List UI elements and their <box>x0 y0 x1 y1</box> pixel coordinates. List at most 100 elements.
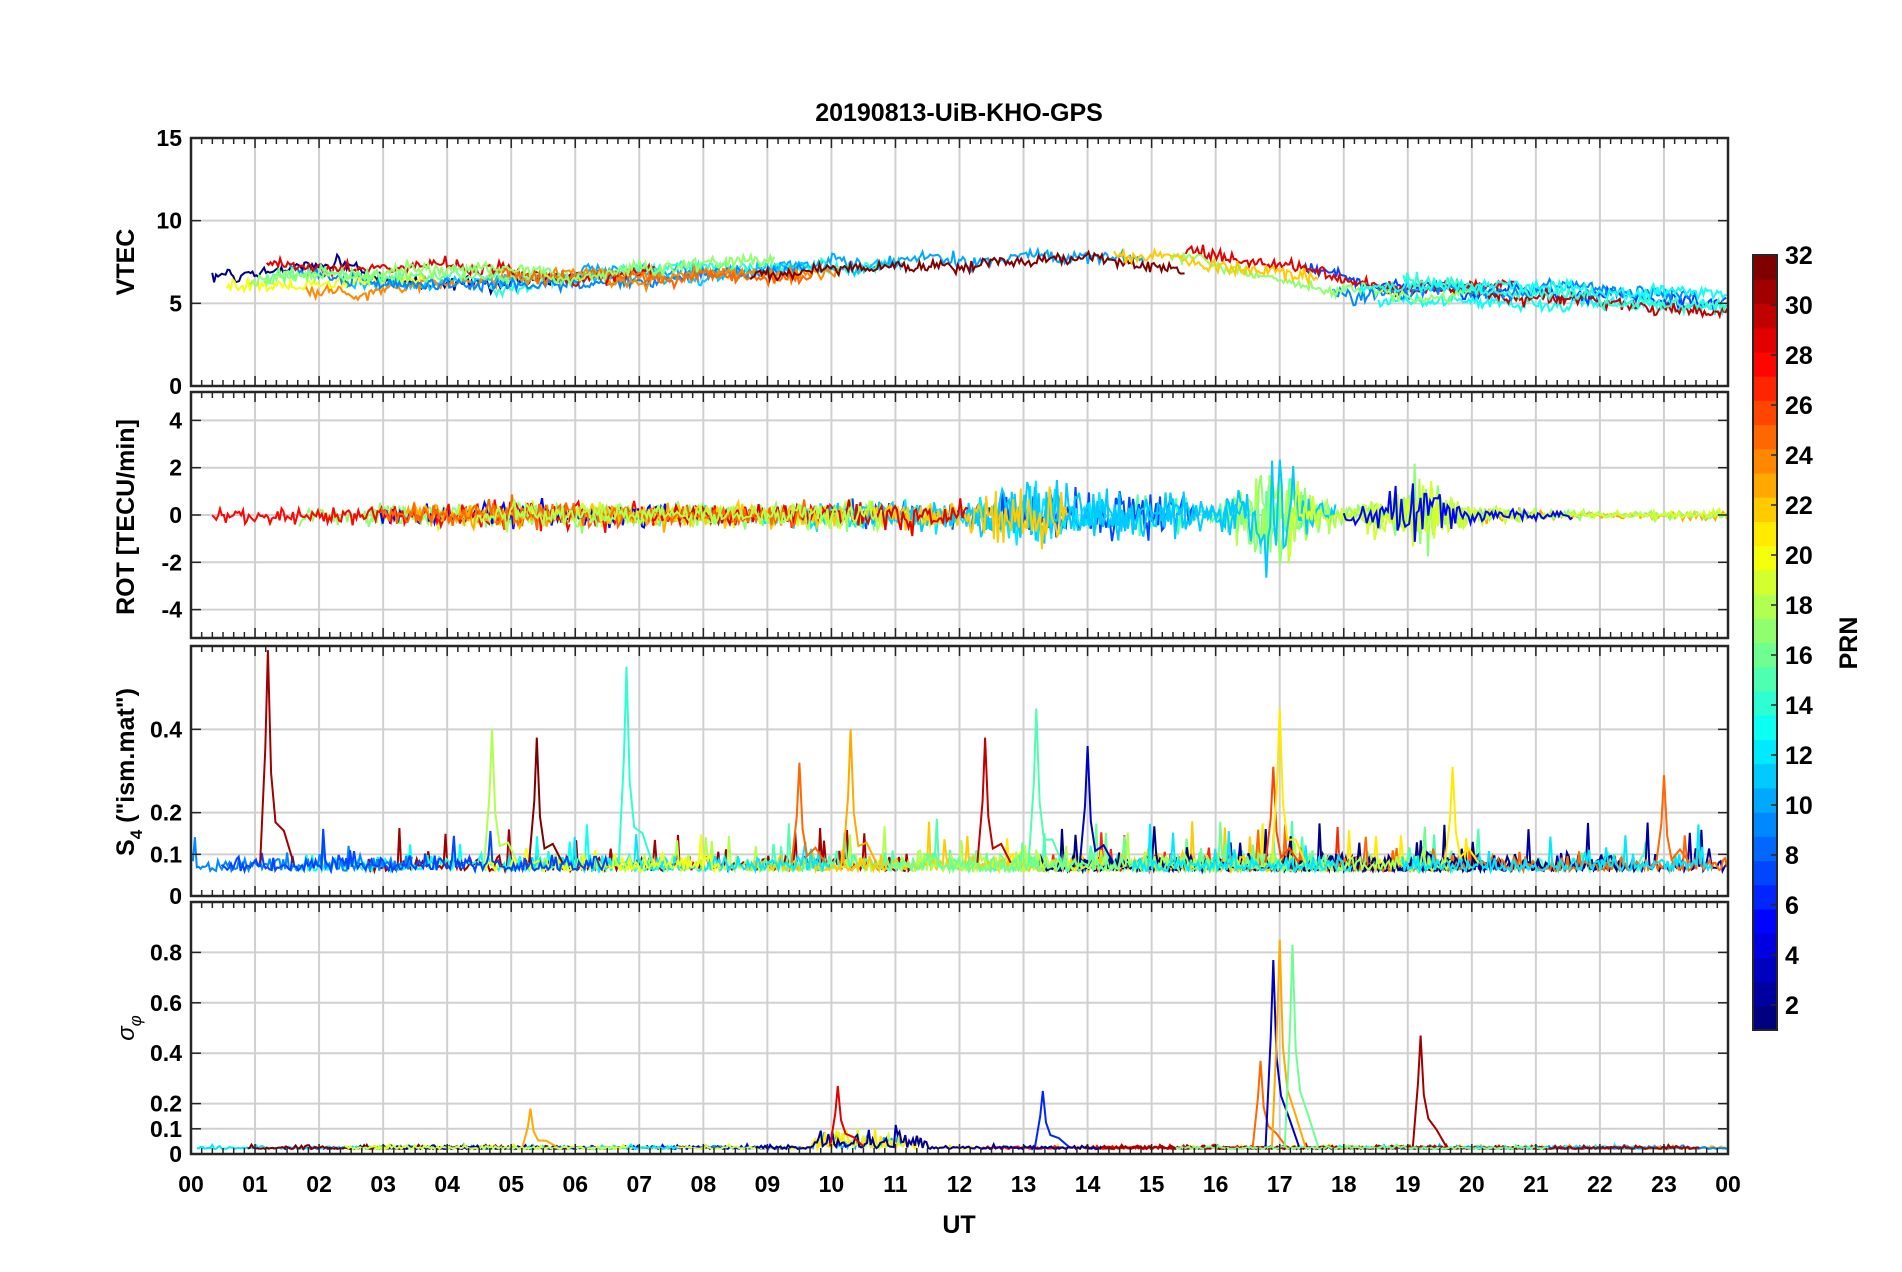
colorbar-swatch <box>1753 812 1777 837</box>
y-tick-label: 4 <box>169 407 182 433</box>
colorbar-swatch <box>1753 763 1777 789</box>
colorbar-tick-label: 30 <box>1785 292 1813 320</box>
s4-panel: 0 0.1 0.2 0.4 <box>150 644 1730 909</box>
y-axis-label-vtec: VTEC <box>112 229 140 296</box>
spike-line <box>1251 1060 1287 1148</box>
colorbar-swatch <box>1753 908 1777 934</box>
x-tick-label: 12 <box>947 1171 973 1197</box>
vtec-panel: 0 5 10 15 <box>156 125 1730 399</box>
colorbar-swatch <box>1753 448 1777 474</box>
spike-line <box>1443 766 1480 864</box>
colorbar-tick-label: 14 <box>1785 692 1813 720</box>
x-tick-label: 01 <box>242 1171 268 1197</box>
x-tick-label: 07 <box>626 1171 652 1197</box>
colorbar-swatch <box>1753 836 1777 862</box>
series-line <box>248 251 775 288</box>
series-line <box>749 249 1185 284</box>
series-line <box>1131 823 1353 875</box>
series-line <box>1169 252 1475 306</box>
colorbar-tick-label: 16 <box>1785 642 1813 670</box>
spike-line <box>617 666 654 864</box>
y-tick-label: -2 <box>162 549 182 575</box>
x-tick-label: 18 <box>1331 1171 1357 1197</box>
colorbar-swatch <box>1753 860 1777 886</box>
colorbar-swatch <box>1753 400 1777 426</box>
x-tick-label: 06 <box>562 1171 588 1197</box>
colorbar-swatch <box>1753 569 1777 595</box>
colorbar-tick-label: 18 <box>1785 592 1813 620</box>
colorbar-tick-label: 8 <box>1785 842 1799 870</box>
spike-line <box>1264 766 1300 864</box>
series-line <box>1360 481 1728 535</box>
y-tick-label: 0.8 <box>150 939 182 965</box>
y-tick-label: 0.2 <box>150 800 182 826</box>
colorbar-swatch <box>1753 472 1777 498</box>
y-axis-label-sigma-phi: σφ <box>113 1015 145 1041</box>
y-tick-label: 2 <box>169 455 182 481</box>
colorbar-swatch <box>1753 618 1777 644</box>
series-group <box>191 650 1728 875</box>
colorbar-swatch <box>1753 1005 1777 1031</box>
series-line <box>1401 824 1713 875</box>
series-line <box>1358 277 1727 303</box>
series-line <box>883 821 1331 875</box>
y-axis-label-rot: ROT [TECU/min] <box>112 419 140 615</box>
x-tick-label: 15 <box>1139 1171 1165 1197</box>
series-line <box>1175 1143 1549 1151</box>
series-line <box>211 499 571 534</box>
x-tick-label: 13 <box>1011 1171 1037 1197</box>
y-tick-label: 0.4 <box>150 1040 182 1066</box>
rot-panel: -4 -2 0 2 4 <box>162 390 1730 640</box>
y-tick-label: 10 <box>156 208 182 234</box>
spike-line <box>483 729 519 864</box>
series-group <box>211 244 1728 320</box>
series-line <box>755 1124 1103 1151</box>
colorbar-swatch <box>1753 521 1777 547</box>
colorbar-swatch <box>1753 933 1777 958</box>
x-tick-label: 17 <box>1267 1171 1293 1197</box>
x-tick-label: 05 <box>498 1171 524 1197</box>
spike-line <box>1034 1090 1070 1148</box>
spike-line <box>521 1108 557 1148</box>
series-line <box>405 500 677 533</box>
x-tick-label: 22 <box>1587 1171 1613 1197</box>
colorbar-swatch <box>1753 327 1777 353</box>
colorbar-tick-label: 26 <box>1785 392 1813 420</box>
colorbar-tick-label: 22 <box>1785 492 1813 520</box>
series-group <box>211 459 1728 578</box>
spike-line <box>259 650 295 863</box>
x-tick-label: 04 <box>434 1171 460 1197</box>
spike-line <box>1283 944 1320 1147</box>
x-tick-label: 10 <box>819 1171 845 1197</box>
y-tick-label: 5 <box>169 290 182 316</box>
y-axis-label-s4: S4 ("ism.mat") <box>112 688 146 856</box>
series-line <box>220 828 609 875</box>
x-tick-label: 19 <box>1395 1171 1421 1197</box>
series-line <box>1377 290 1727 317</box>
spike-line <box>1027 708 1063 864</box>
colorbar-swatch <box>1753 279 1777 305</box>
series-line <box>1342 483 1573 542</box>
x-tick-label: 00 <box>1715 1171 1741 1197</box>
sigma-phi-panel: 00.10.2 0.4 0.6 0.8 <box>150 900 1730 1167</box>
x-tick-label: 14 <box>1075 1171 1101 1197</box>
colorbar-swatch <box>1753 255 1777 280</box>
y-tick-label: 0.4 <box>150 716 182 742</box>
y-tick-label: 0.1 <box>150 841 182 867</box>
colorbar-swatch <box>1753 715 1777 740</box>
y-tick-label: 0.2 <box>150 1091 182 1117</box>
colorbar-tick-label: 20 <box>1785 542 1813 570</box>
spike-line <box>1271 939 1307 1147</box>
x-tick-labels: 00 01 02 03 04 05 06 07 08 09 10 11 12 13 14 15 16 17 18 19… <box>178 1171 1741 1197</box>
colorbar-swatch <box>1753 666 1777 692</box>
colorbar-frame <box>1752 254 1778 1031</box>
series-line <box>1402 271 1728 317</box>
spike-line <box>841 729 878 864</box>
colorbar-tick-label: 4 <box>1785 942 1799 970</box>
colorbar-swatch <box>1753 957 1777 983</box>
x-tick-label: 23 <box>1651 1171 1677 1197</box>
colorbar-label: PRN <box>1835 617 1863 670</box>
series-line <box>226 269 435 294</box>
colorbar-tick-label: 32 <box>1785 242 1813 270</box>
